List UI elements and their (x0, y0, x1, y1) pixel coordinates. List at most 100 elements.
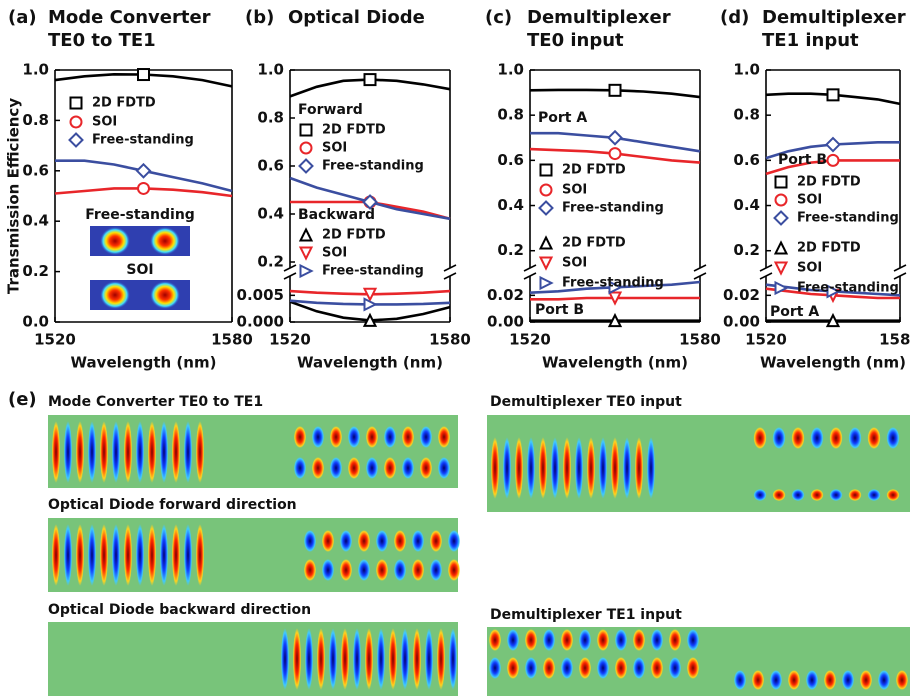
annotation: Port A (770, 304, 819, 320)
y-tick-label: 0.6 (733, 151, 760, 169)
y-tick-label: 0.8 (733, 106, 760, 124)
legend-label: 2D FDTD (322, 228, 386, 243)
field-title: Mode Converter TE0 to TE1 (48, 394, 263, 410)
field-lobe (341, 628, 349, 690)
y-axis-label: Transmission Efficiency (5, 98, 23, 294)
field-lobe (112, 421, 120, 483)
field-lobe (788, 670, 800, 690)
field-lobe (148, 421, 156, 483)
field-lobe (412, 559, 424, 581)
field-lobe (340, 530, 352, 552)
field-lobe (647, 437, 655, 499)
annotation: Forward (298, 102, 363, 118)
legend-marker (71, 98, 82, 109)
field-lobe (669, 629, 681, 651)
legend-label: 2D FDTD (562, 236, 626, 251)
field-lobe (687, 657, 699, 679)
field-lobe (377, 628, 385, 690)
field-lobe (358, 530, 370, 552)
field-lobe (615, 629, 627, 651)
legend-label: Free-standing (797, 281, 899, 296)
field-lobe (304, 559, 316, 581)
field-lobe (401, 628, 409, 690)
field-lobe (394, 530, 406, 552)
field-lobe (811, 489, 824, 501)
field-lobe (489, 657, 501, 679)
chart-title: Mode Converter (48, 7, 211, 28)
field-map (48, 518, 458, 592)
field-lobe (754, 489, 767, 501)
field-lobe (830, 489, 843, 501)
y-tick-label: 0.6 (257, 157, 284, 175)
field-lobe (561, 657, 573, 679)
data-point (827, 138, 840, 151)
field-lobe (293, 628, 301, 690)
field-lobe (868, 427, 881, 449)
x-tick-label: 1580 (429, 331, 471, 349)
data-point (365, 299, 376, 310)
legend-label: SOI (562, 256, 587, 271)
figure: (a)Mode ConverterTE0 to TE10.00.20.40.60… (0, 0, 910, 696)
field-title: Demultiplexer TE1 input (490, 607, 682, 623)
annotation: SOI (126, 262, 153, 278)
field-lobe (842, 670, 854, 690)
field-lobe (420, 457, 432, 479)
field-lobe (830, 427, 843, 449)
field-lobe (448, 530, 460, 552)
legend-marker (776, 243, 787, 254)
field-lobe (148, 524, 156, 586)
field-lobe (525, 657, 537, 679)
field-lobe (525, 629, 537, 651)
field-lobe (597, 629, 609, 651)
field-lobe (340, 559, 352, 581)
field-lobe (437, 628, 445, 690)
legend-marker (541, 165, 552, 176)
field-lobe (312, 426, 324, 448)
data-point (138, 183, 149, 194)
field-map (48, 415, 458, 488)
field-lobe (438, 426, 450, 448)
x-tick-label: 1520 (269, 331, 311, 349)
field-lobe (348, 426, 360, 448)
y-tick-label: 0.8 (497, 106, 524, 124)
annotation: Port B (778, 152, 827, 168)
y-tick-label: 0.00 (723, 313, 760, 331)
field-lobe (413, 628, 421, 690)
legend-marker (71, 117, 82, 128)
panel-label: (c) (485, 7, 512, 28)
legend-label: SOI (797, 261, 822, 276)
legend-marker (301, 125, 312, 136)
field-lobe (633, 657, 645, 679)
legend-label: Free-standing (92, 133, 194, 148)
field-lobe (330, 426, 342, 448)
y-tick-label: 0.4 (733, 196, 760, 214)
field-lobe (389, 628, 397, 690)
x-tick-label: 1580 (879, 331, 910, 349)
field-lobe (160, 421, 168, 483)
panel-label: (e) (8, 389, 37, 410)
field-lobe (376, 559, 388, 581)
field-lobe (366, 426, 378, 448)
field-lobe (366, 457, 378, 479)
data-point (610, 148, 621, 159)
data-point (365, 74, 376, 85)
annotation: Backward (298, 207, 375, 223)
field-lobe (507, 657, 519, 679)
field-lobe (376, 530, 388, 552)
field-lobe (824, 670, 836, 690)
x-tick-label: 1580 (211, 331, 253, 349)
legend-label: 2D FDTD (322, 123, 386, 138)
y-tick-label: 1.0 (497, 61, 524, 79)
field-lobe (136, 421, 144, 483)
field-lobe (412, 530, 424, 552)
field-lobe (770, 670, 782, 690)
legend-marker (301, 143, 312, 154)
field-lobe (425, 628, 433, 690)
legend-label: Free-standing (562, 276, 664, 291)
y-tick-label: 1.0 (257, 61, 284, 79)
field-lobe (587, 437, 595, 499)
field-lobe (88, 421, 96, 483)
mode-lobe (100, 227, 130, 255)
field-lobe (896, 670, 908, 690)
legend-marker (776, 177, 787, 188)
